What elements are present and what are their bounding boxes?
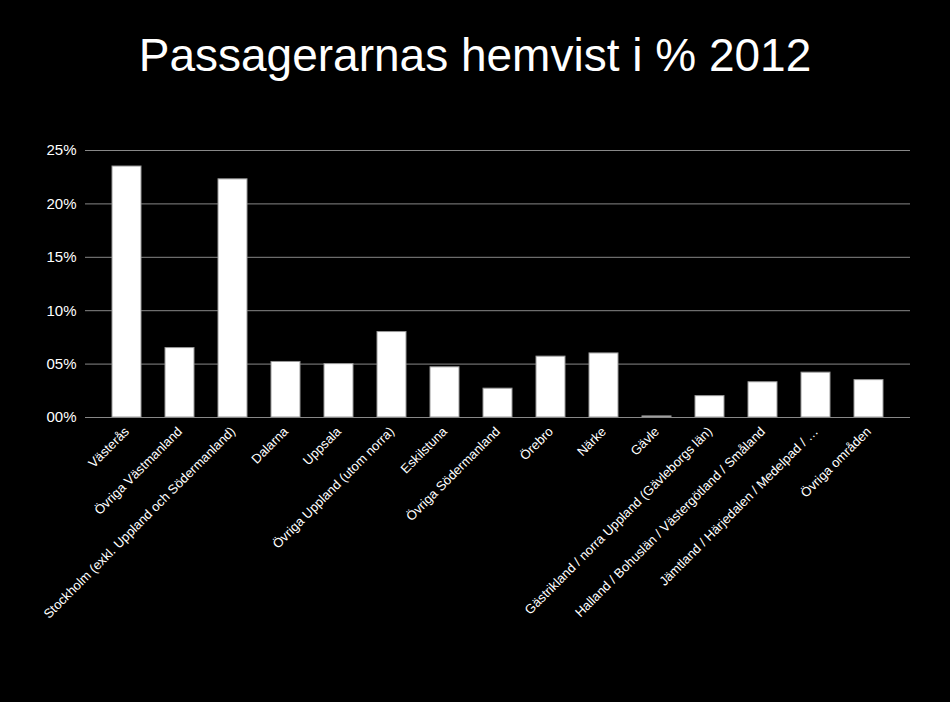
svg-text:Jämtland / Härjedalen / Medelp: Jämtland / Härjedalen / Medelpad / … xyxy=(656,424,821,589)
html-text:Passagerarnas hemvist i % 2012: Passagerarnas hemvist i % 2012 xyxy=(138,29,812,81)
svg-text:Halland / Bohuslän / Västergöt: Halland / Bohuslän / Västergötland / Små… xyxy=(572,424,768,620)
svg-text:Närke: Närke xyxy=(574,424,609,459)
svg-text:Övriga områden: Övriga områden xyxy=(798,424,875,501)
svg-text:15%: 15% xyxy=(46,248,76,265)
svg-text:Övriga Uppland (utom norra): Övriga Uppland (utom norra) xyxy=(269,424,397,552)
svg-text:00%: 00% xyxy=(46,408,76,425)
svg-text:Uppsala: Uppsala xyxy=(300,423,345,468)
svg-text:Stockholm (exkl. Uppland och S: Stockholm (exkl. Uppland och Södermanlan… xyxy=(40,424,238,622)
svg-text:Örebro: Örebro xyxy=(517,424,556,463)
svg-text:Eskilstuna: Eskilstuna xyxy=(398,423,451,476)
svg-text:Gävle: Gävle xyxy=(627,424,662,459)
svg-text:20%: 20% xyxy=(46,195,76,212)
svg-text:Gästrikland / norra Uppland (G: Gästrikland / norra Uppland (Gävleborgs … xyxy=(522,424,716,618)
svg-text:05%: 05% xyxy=(46,355,76,372)
svg-text:10%: 10% xyxy=(46,302,76,319)
svg-text:Övriga Västmanland: Övriga Västmanland xyxy=(91,424,185,518)
svg-text:Övriga Södermanland: Övriga Södermanland xyxy=(403,424,503,524)
svg-text:25%: 25% xyxy=(46,141,76,158)
svg-text:Dalarna: Dalarna xyxy=(248,423,291,466)
svg-text:Västerås: Västerås xyxy=(85,423,132,470)
